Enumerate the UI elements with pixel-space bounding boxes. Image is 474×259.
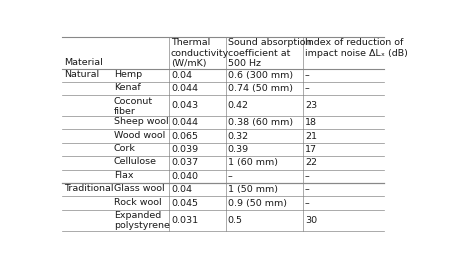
Text: –: – (305, 199, 310, 208)
Text: 0.5: 0.5 (228, 216, 243, 225)
Text: 0.9 (50 mm): 0.9 (50 mm) (228, 199, 287, 208)
Text: 0.39: 0.39 (228, 145, 249, 154)
Text: Expanded
polystyrene: Expanded polystyrene (114, 211, 170, 231)
Text: Coconut
fiber: Coconut fiber (114, 97, 153, 116)
Text: Glass wool: Glass wool (114, 184, 164, 193)
Text: Wood wool: Wood wool (114, 131, 165, 140)
Text: 0.044: 0.044 (171, 84, 198, 93)
Text: 23: 23 (305, 101, 317, 110)
Text: –: – (305, 172, 310, 181)
Text: 0.040: 0.040 (171, 172, 198, 181)
Text: 0.32: 0.32 (228, 132, 249, 141)
Text: Thermal
conductivity
(W/mK): Thermal conductivity (W/mK) (171, 38, 229, 68)
Text: 0.037: 0.037 (171, 159, 198, 167)
Text: Index of reduction of
impact noise ΔLₓ (dB): Index of reduction of impact noise ΔLₓ (… (305, 38, 408, 58)
Text: –: – (228, 172, 233, 181)
Text: Kenaf: Kenaf (114, 83, 141, 92)
Text: –: – (305, 71, 310, 80)
Text: Cellulose: Cellulose (114, 157, 157, 167)
Text: 22: 22 (305, 159, 317, 167)
Text: Natural: Natural (64, 70, 99, 79)
Text: 1 (60 mm): 1 (60 mm) (228, 159, 278, 167)
Text: 0.04: 0.04 (171, 71, 192, 80)
Text: 0.74 (50 mm): 0.74 (50 mm) (228, 84, 293, 93)
Text: 0.031: 0.031 (171, 216, 198, 225)
Text: 0.04: 0.04 (171, 185, 192, 194)
Text: 0.039: 0.039 (171, 145, 198, 154)
Text: 0.065: 0.065 (171, 132, 198, 141)
Text: Traditional: Traditional (64, 184, 114, 193)
Text: 18: 18 (305, 118, 317, 127)
Text: Material: Material (64, 57, 103, 67)
Text: 0.6 (300 mm): 0.6 (300 mm) (228, 71, 293, 80)
Text: 0.42: 0.42 (228, 101, 249, 110)
Text: –: – (305, 84, 310, 93)
Text: 17: 17 (305, 145, 317, 154)
Text: Cork: Cork (114, 144, 136, 153)
Text: Sound absorption
coefficient at
500 Hz: Sound absorption coefficient at 500 Hz (228, 38, 311, 68)
Text: 1 (50 mm): 1 (50 mm) (228, 185, 278, 194)
Text: Sheep wool: Sheep wool (114, 117, 169, 126)
Text: 0.044: 0.044 (171, 118, 198, 127)
Text: Hemp: Hemp (114, 70, 142, 79)
Text: Rock wool: Rock wool (114, 198, 162, 207)
Text: 0.045: 0.045 (171, 199, 198, 208)
Text: 0.043: 0.043 (171, 101, 198, 110)
Text: Flax: Flax (114, 171, 134, 180)
Text: 21: 21 (305, 132, 317, 141)
Text: 30: 30 (305, 216, 317, 225)
Text: –: – (305, 185, 310, 194)
Text: 0.38 (60 mm): 0.38 (60 mm) (228, 118, 293, 127)
